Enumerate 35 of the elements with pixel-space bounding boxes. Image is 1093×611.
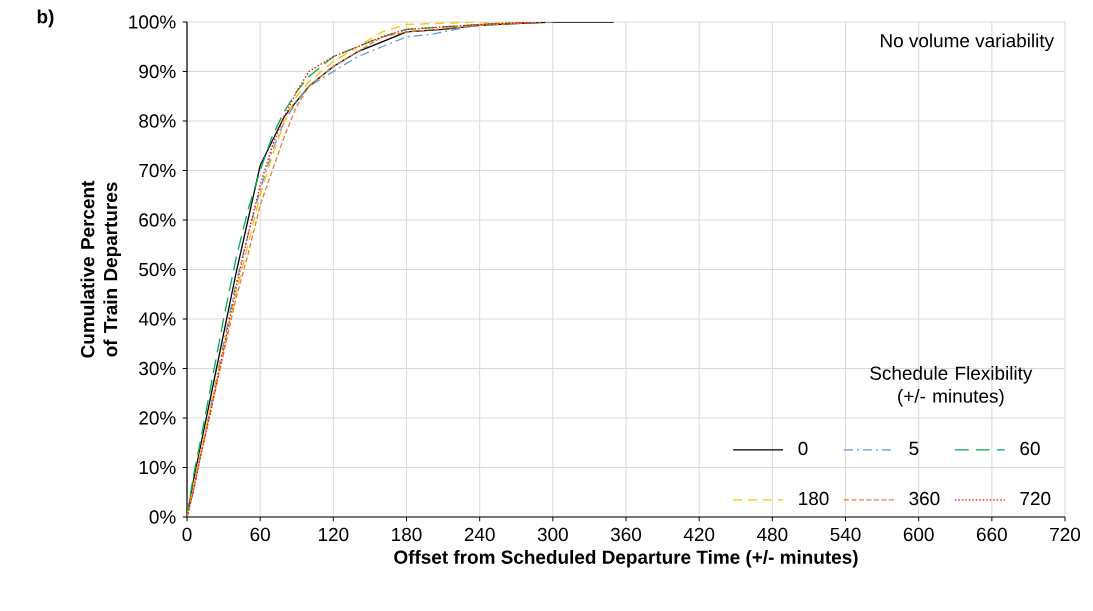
legend-label: 0: [798, 441, 808, 456]
x-tick-label: 720: [1050, 527, 1081, 542]
x-tick-label: 360: [610, 527, 642, 542]
x-tick-label: 480: [756, 527, 788, 542]
legend-label: 720: [1020, 491, 1051, 506]
y-tick-label: 60%: [139, 213, 176, 227]
legend-label: 180: [799, 491, 829, 506]
y-tick-label: 100%: [129, 15, 176, 29]
x-tick-label: 0: [182, 527, 192, 542]
y-tick-label: 10%: [139, 460, 176, 475]
y-tick-label: 30%: [139, 361, 176, 376]
y-axis-title: Cumulative Percent of Train Departures: [80, 180, 121, 358]
annotation: No volume variability: [881, 33, 1055, 52]
x-tick-label: 420: [683, 527, 715, 542]
x-tick-label: 600: [903, 527, 934, 542]
y-tick-label: 0%: [149, 510, 176, 524]
x-tick-label: 240: [464, 527, 495, 542]
y-tick-label: 70%: [139, 163, 176, 178]
y-tick-label: 90%: [139, 64, 176, 79]
x-tick-label: 60: [250, 527, 270, 542]
x-tick-label: 660: [977, 527, 1007, 542]
legend-label: 5: [909, 441, 919, 456]
legend-label: 360: [909, 491, 940, 506]
y-tick-label: 50%: [139, 262, 176, 277]
legend-label: 60: [1020, 441, 1040, 456]
x-tick-label: 120: [318, 527, 349, 542]
x-tick-label: 540: [830, 527, 861, 542]
x-tick-label: 180: [392, 527, 422, 542]
legend-title: Schedule Flexibility (+/- minutes): [870, 365, 1033, 407]
x-axis-title: Offset from Scheduled Departure Time (+/- minutes): [394, 549, 858, 568]
x-tick-label: 300: [537, 527, 568, 542]
y-tick-label: 40%: [138, 312, 176, 326]
y-tick-label: 20%: [139, 411, 176, 425]
text: b): [37, 9, 54, 28]
y-tick-label: 80%: [139, 114, 176, 128]
